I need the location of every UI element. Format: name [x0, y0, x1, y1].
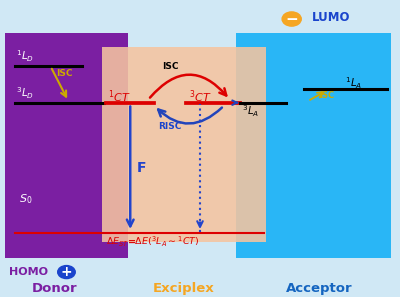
Text: Exciplex: Exciplex — [153, 282, 215, 295]
Text: +: + — [61, 265, 72, 279]
Text: $\Delta E_{ST}$=$\Delta E(^3L_A$$\sim$$^1CT)$: $\Delta E_{ST}$=$\Delta E(^3L_A$$\sim$$^… — [106, 235, 200, 249]
Bar — [5, 33, 128, 258]
Text: Donor: Donor — [32, 282, 77, 295]
Text: ISC: ISC — [320, 91, 335, 100]
Text: $^1L_D$: $^1L_D$ — [16, 49, 34, 64]
FancyArrowPatch shape — [158, 108, 222, 124]
Text: ISC: ISC — [162, 62, 178, 71]
Text: F: F — [137, 161, 146, 175]
Text: $^3CT$: $^3CT$ — [189, 88, 212, 105]
Text: ISC: ISC — [56, 69, 73, 78]
Text: $^3L_A$: $^3L_A$ — [242, 104, 259, 119]
Text: $^3L_D$: $^3L_D$ — [16, 86, 34, 101]
Text: $S_0$: $S_0$ — [19, 192, 32, 206]
Text: $^1CT$: $^1CT$ — [108, 88, 131, 105]
Bar — [236, 33, 391, 258]
Text: $^1L_A$: $^1L_A$ — [346, 76, 363, 91]
Text: RISC: RISC — [158, 122, 182, 131]
Bar — [102, 47, 266, 242]
Text: HOMO: HOMO — [9, 267, 48, 277]
Circle shape — [282, 12, 301, 26]
Circle shape — [58, 266, 75, 279]
FancyArrowPatch shape — [150, 75, 226, 98]
Text: LUMO: LUMO — [312, 11, 350, 24]
Text: Acceptor: Acceptor — [286, 282, 353, 295]
Text: −: − — [285, 12, 298, 26]
